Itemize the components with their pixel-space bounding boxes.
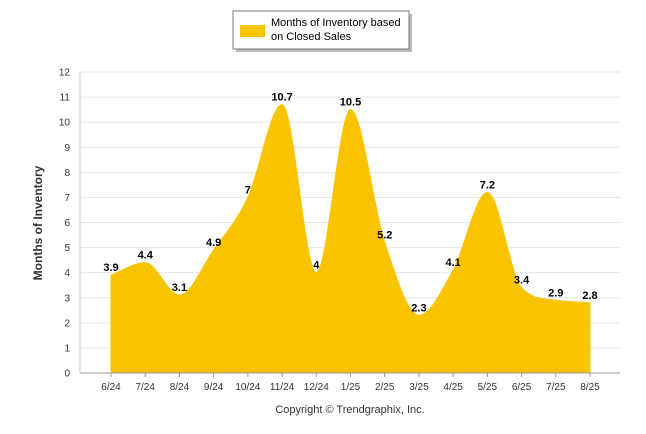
y-tick-label: 0 [64, 369, 70, 380]
data-labels: 3.9 4.4 3.1 4.9 7 10.7 4 10.5 5.2 2.3 4.1 7.2 3.4 2.9… [103, 92, 597, 315]
data-label: 2.8 [582, 290, 597, 302]
x-tick-label: 9/24 [204, 382, 224, 393]
y-tick-label: 6 [64, 218, 70, 229]
data-label: 7.2 [480, 179, 495, 191]
x-tick-label: 6/25 [512, 382, 532, 393]
y-tick-label: 2 [64, 318, 70, 329]
data-label: 4.4 [138, 250, 154, 262]
data-label: 2.9 [548, 287, 563, 299]
data-label: 2.3 [411, 302, 426, 314]
y-tick-label: 9 [64, 143, 70, 154]
area-series-fill [110, 104, 591, 374]
data-label: 10.5 [340, 97, 361, 109]
area-series [110, 104, 591, 374]
y-tick-label: 5 [64, 243, 70, 254]
y-tick-label: 4 [64, 268, 70, 279]
x-tick-label: 3/25 [409, 382, 429, 393]
x-tick-label: 10/24 [235, 382, 260, 393]
x-tick-label: 2/25 [375, 382, 395, 393]
y-axis-title: Months of Inventory [31, 165, 45, 280]
y-tick-label: 3 [64, 293, 70, 304]
copyright-footer: Copyright © Trendgraphix, Inc. [275, 404, 424, 416]
data-label: 4.1 [445, 257, 460, 269]
x-tick-label: 7/24 [135, 382, 155, 393]
x-tick-label: 5/25 [478, 382, 498, 393]
data-label: 3.9 [103, 262, 118, 274]
legend-label-line-2: on Closed Sales [271, 31, 352, 43]
x-tick-label: 4/25 [443, 382, 463, 393]
x-tick-label: 1/25 [341, 382, 361, 393]
x-tick-label: 12/24 [304, 382, 329, 393]
y-tick-label: 1 [64, 343, 70, 354]
x-tick-label: 7/25 [546, 382, 566, 393]
x-tick-label: 11/24 [270, 382, 295, 393]
data-label: 4 [313, 260, 320, 272]
y-tick-label: 11 [60, 93, 71, 104]
data-label: 4.9 [206, 237, 221, 249]
x-tick-label: 6/24 [101, 382, 121, 393]
data-label: 3.4 [514, 275, 530, 287]
legend-label-line-1: Months of Inventory based [271, 17, 401, 29]
x-tick-label: 8/24 [170, 382, 190, 393]
y-tick-label: 10 [59, 118, 71, 129]
x-tick-labels: 6/24 7/24 8/24 9/24 10/24 11/24 12/24 1/25 2/25 3… [101, 373, 600, 393]
data-label: 5.2 [377, 230, 392, 242]
legend: Months of Inventory based on Closed Sale… [232, 10, 412, 52]
data-label: 3.1 [172, 282, 187, 294]
y-tick-label: 7 [64, 193, 70, 204]
y-tick-label: 8 [64, 168, 70, 179]
data-label: 10.7 [271, 92, 292, 104]
x-tick-label: 8/25 [580, 382, 600, 393]
legend-swatch [240, 25, 265, 37]
data-label: 7 [245, 184, 251, 196]
y-tick-label: 12 [59, 68, 71, 79]
